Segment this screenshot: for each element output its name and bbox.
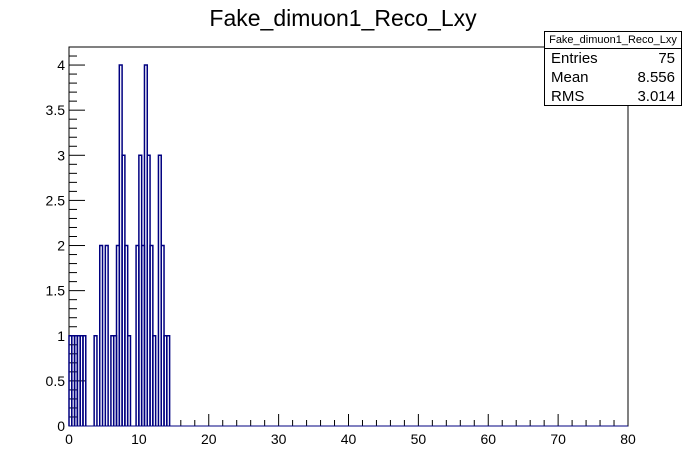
y-tick-label: 2	[57, 238, 65, 254]
x-tick-label: 40	[341, 431, 357, 447]
histogram-bin	[126, 335, 132, 426]
stats-mean-label: Mean	[551, 69, 589, 86]
stats-mean-value: 8.556	[637, 69, 675, 86]
axes: 0 10 20 30 40 50 60 70 80 0 0.5 1 1.5 2 2.5 3 3.5 4	[46, 46, 636, 447]
y-tick-label: 0	[57, 418, 65, 434]
x-tick-label: 10	[131, 431, 147, 447]
x-tick-label: 60	[480, 431, 496, 447]
x-tick-label: 0	[65, 431, 73, 447]
y-tick-label: 0.5	[46, 373, 66, 389]
x-tick-label: 70	[550, 431, 566, 447]
x-tick-label: 80	[620, 431, 636, 447]
x-tick-label: 30	[271, 431, 287, 447]
y-tick-label: 3	[57, 147, 65, 163]
x-tick-label: 20	[201, 431, 217, 447]
chart-title: Fake_dimuon1_Reco_Lxy	[209, 5, 477, 31]
histogram-bin	[98, 244, 104, 426]
stats-rms-value: 3.014	[637, 88, 675, 105]
stats-title: Fake_dimuon1_Reco_Lxy	[545, 32, 681, 49]
stats-row-entries: Entries 75	[545, 49, 681, 68]
histogram-bin	[93, 335, 98, 426]
stats-entries-value: 75	[658, 50, 675, 67]
y-tick-label: 2.5	[46, 192, 66, 208]
y-tick-label: 3.5	[46, 102, 66, 118]
stats-entries-label: Entries	[551, 50, 598, 67]
y-tick-label: 1.5	[46, 283, 66, 299]
stats-box: Fake_dimuon1_Reco_Lxy Entries 75 Mean 8.…	[544, 31, 682, 106]
stats-row-mean: Mean 8.556	[545, 68, 681, 87]
y-tick-label: 1	[57, 328, 65, 344]
histogram-bin	[82, 335, 87, 426]
histogram-series	[68, 64, 628, 427]
stats-rms-label: RMS	[551, 88, 585, 105]
stats-row-rms: RMS 3.014	[545, 87, 681, 106]
y-tick-label: 4	[57, 57, 65, 73]
histogram-bin	[152, 335, 157, 426]
x-tick-label: 50	[411, 431, 427, 447]
histogram-bin	[166, 335, 171, 426]
histogram-bin	[104, 244, 109, 426]
